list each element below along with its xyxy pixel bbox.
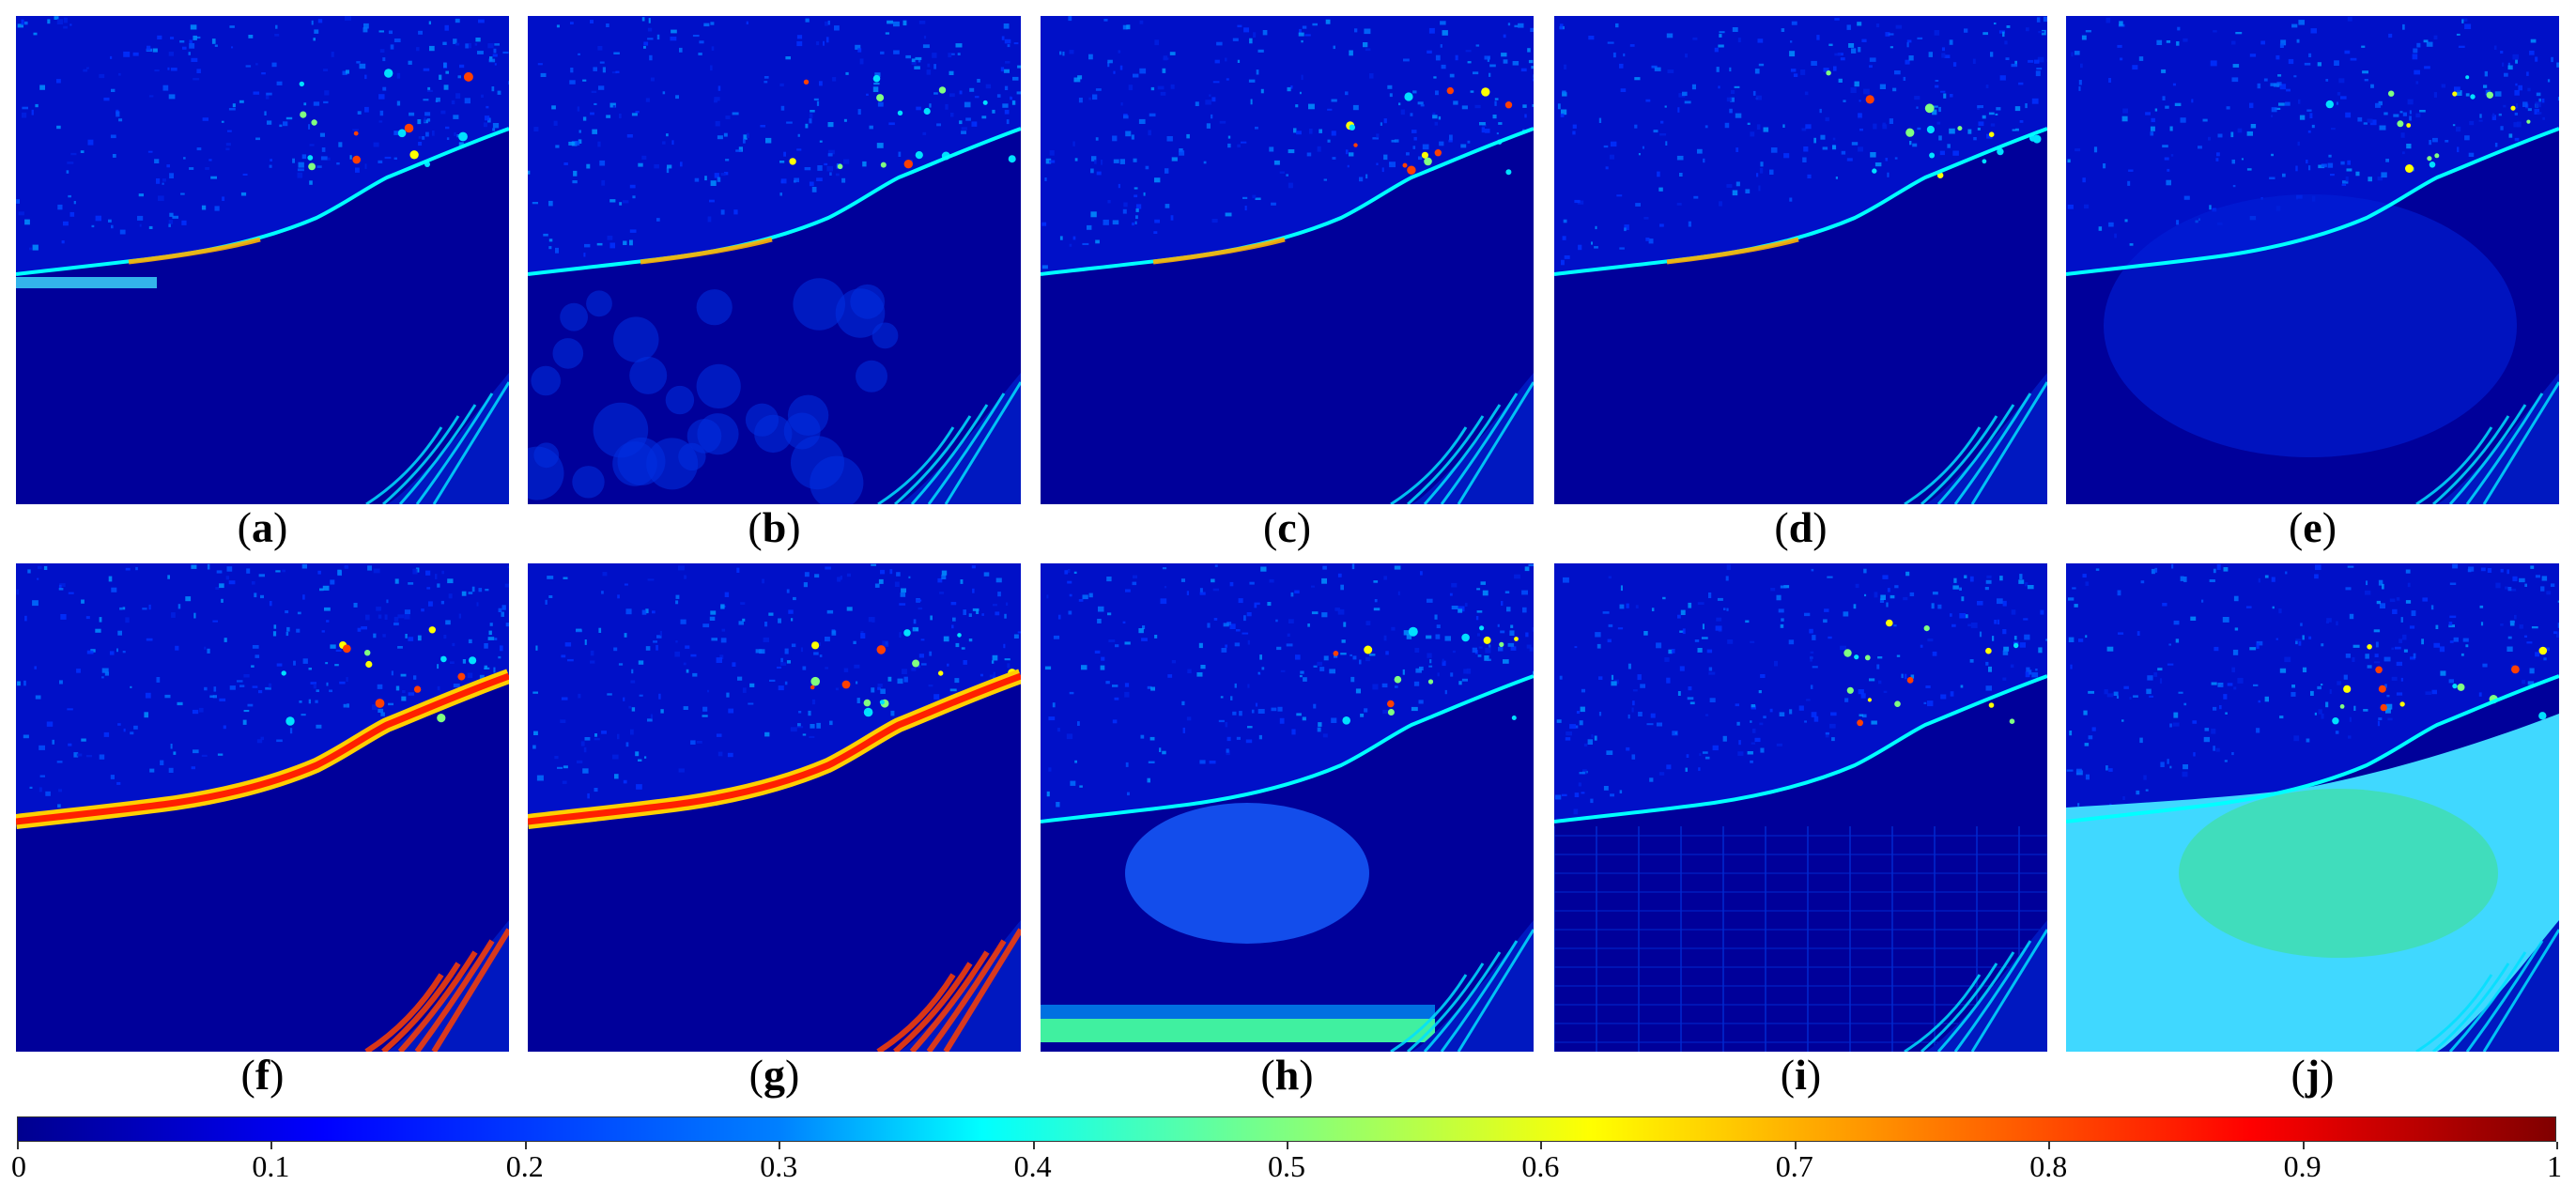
panel-b xyxy=(528,16,1021,504)
colorbar-tick-label: 0.3 xyxy=(760,1149,798,1183)
colorbar-tick xyxy=(1540,1142,1543,1149)
panel-c xyxy=(1041,16,1534,504)
map-content xyxy=(16,563,509,1052)
colorbar-tick xyxy=(779,1142,781,1149)
caption-d: (d) xyxy=(1774,503,1828,551)
colorbar-tick xyxy=(1287,1142,1288,1149)
error-map-c xyxy=(1041,16,1534,504)
caption-a: (a) xyxy=(237,503,288,551)
colorbar-tick-label: 0.2 xyxy=(505,1149,544,1183)
caption-j: (j) xyxy=(2291,1051,2335,1099)
colorbar-tick xyxy=(524,1142,527,1149)
error-map-g xyxy=(528,563,1021,1052)
colorbar-tick-label: 0.1 xyxy=(252,1149,290,1183)
error-map-b xyxy=(528,16,1021,504)
map-content xyxy=(1554,16,2047,504)
colorbar-tick-label: 0 xyxy=(11,1149,26,1183)
panel-e xyxy=(2066,16,2559,504)
panel-a xyxy=(16,16,509,504)
error-map-j xyxy=(2066,563,2559,1052)
map-content xyxy=(16,16,509,504)
colorbar-tick-label: 0.5 xyxy=(1268,1149,1305,1183)
colorbar-tick-label: 0.4 xyxy=(1013,1149,1052,1183)
map-content xyxy=(1041,563,1534,1052)
colorbar-tick-label: 1 xyxy=(2547,1149,2562,1183)
colorbar-tick xyxy=(1032,1142,1035,1149)
map-content xyxy=(2066,16,2559,504)
error-map-h xyxy=(1041,563,1534,1052)
panel-h xyxy=(1041,563,1534,1052)
error-map-a xyxy=(16,16,509,504)
map-content xyxy=(1041,16,1534,504)
map-content xyxy=(1554,563,2047,1052)
colorbar-tick xyxy=(17,1142,19,1149)
caption-b: (b) xyxy=(748,503,801,551)
map-content xyxy=(528,563,1021,1052)
colorbar-tick-label: 0.8 xyxy=(2029,1149,2068,1183)
colorbar-tick xyxy=(2048,1142,2051,1149)
panel-i xyxy=(1554,563,2047,1052)
caption-e: (e) xyxy=(2288,503,2337,551)
colorbar-tick xyxy=(2556,1142,2558,1149)
caption-i: (i) xyxy=(1780,1051,1822,1099)
colorbar-tick-label: 0.7 xyxy=(1775,1149,1813,1183)
colorbar-tick xyxy=(270,1142,273,1149)
caption-c: (c) xyxy=(1262,503,1312,551)
error-map-e xyxy=(2066,16,2559,504)
error-map-i xyxy=(1554,563,2047,1052)
caption-g: (g) xyxy=(748,1051,800,1099)
error-map-d xyxy=(1554,16,2047,504)
panel-g xyxy=(528,563,1021,1052)
colorbar xyxy=(17,1116,2556,1142)
panel-j xyxy=(2066,563,2559,1052)
caption-f: (f) xyxy=(240,1051,285,1099)
panel-d xyxy=(1554,16,2047,504)
map-content xyxy=(2066,563,2559,1052)
panel-f xyxy=(16,563,509,1052)
error-map-f xyxy=(16,563,509,1052)
colorbar-tick xyxy=(2302,1142,2305,1149)
colorbar-tick-label: 0.6 xyxy=(1521,1149,1560,1183)
map-content xyxy=(528,16,1021,504)
colorbar-tick xyxy=(1794,1142,1797,1149)
colorbar-tick-label: 0.9 xyxy=(2283,1149,2321,1183)
caption-h: (h) xyxy=(1260,1051,1314,1099)
